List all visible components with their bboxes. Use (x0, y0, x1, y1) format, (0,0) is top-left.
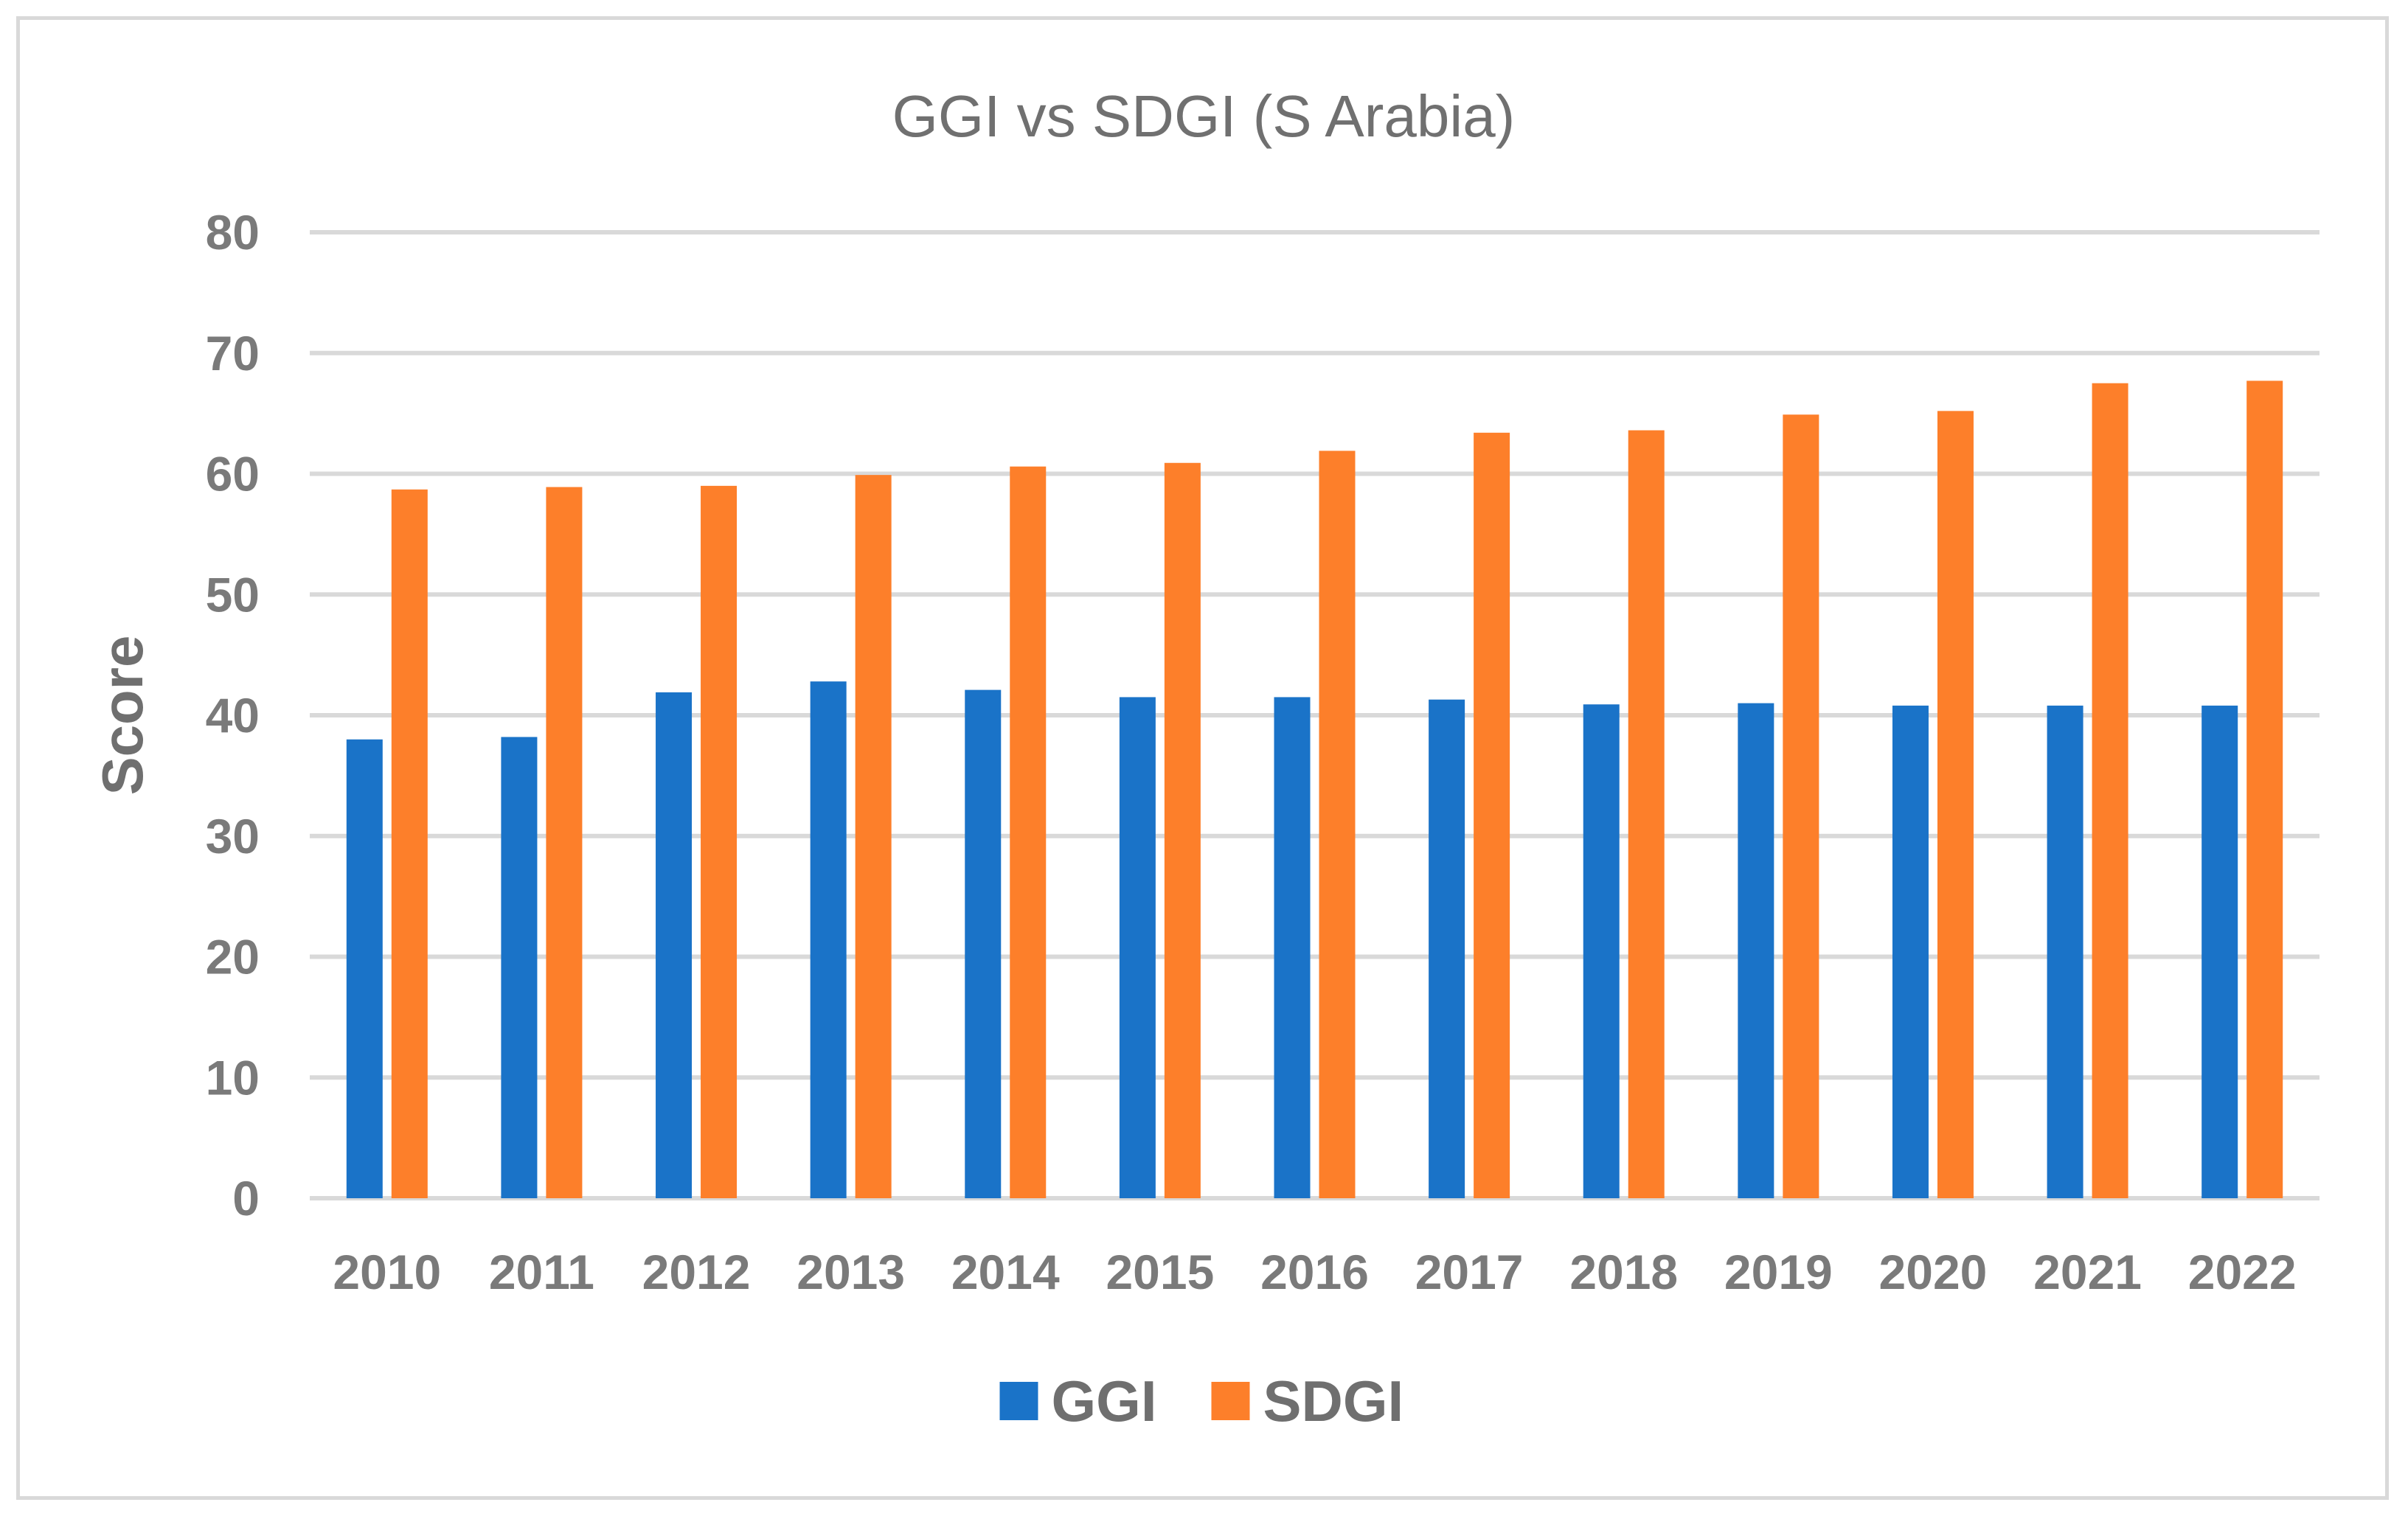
x-tick-label: 2013 (797, 1245, 905, 1299)
y-tick-label: 50 (206, 567, 260, 622)
x-tick-label: 2019 (1724, 1245, 1833, 1299)
bar-ggi-2012 (656, 692, 693, 1198)
bars (346, 380, 2283, 1199)
bar-sdgi-2019 (1783, 414, 1819, 1199)
legend-label-sdgi: SDGI (1263, 1369, 1404, 1433)
x-tick-label: 2017 (1415, 1245, 1524, 1299)
bar-ggi-2018 (1583, 704, 1620, 1198)
y-tick-label: 60 (206, 447, 260, 501)
bar-ggi-2011 (501, 737, 538, 1198)
bar-ggi-2020 (1892, 705, 1929, 1198)
y-axis-title: Score (90, 636, 155, 796)
y-tick-label: 40 (206, 688, 260, 743)
x-tick-label: 2018 (1569, 1245, 1678, 1299)
bar-ggi-2010 (346, 739, 383, 1198)
gridlines (310, 230, 2319, 1200)
bar-ggi-2017 (1429, 699, 1465, 1198)
y-tick-label: 30 (206, 809, 260, 863)
y-tick-label: 20 (206, 930, 260, 984)
x-tick-label: 2012 (642, 1245, 751, 1299)
bar-ggi-2016 (1274, 697, 1311, 1198)
x-tick-label: 2014 (951, 1245, 1060, 1299)
bar-sdgi-2013 (855, 475, 892, 1198)
bar-sdgi-2015 (1164, 462, 1201, 1198)
bar-sdgi-2021 (2092, 383, 2128, 1198)
bar-ggi-2014 (965, 689, 1002, 1198)
bar-sdgi-2011 (546, 487, 583, 1198)
y-tick-label: 10 (206, 1050, 260, 1105)
bar-ggi-2022 (2201, 705, 2238, 1198)
bar-ggi-2015 (1119, 697, 1156, 1198)
x-tick-label: 2020 (1879, 1245, 1988, 1299)
bar-ggi-2013 (810, 681, 847, 1198)
bar-sdgi-2012 (701, 485, 738, 1198)
legend-swatch-sdgi (1211, 1382, 1250, 1420)
bar-sdgi-2014 (1010, 466, 1047, 1198)
x-axis-ticks: 2010 2011 2012 2013 2014 2015 2016 2017 2018 2019… (333, 1245, 2296, 1299)
legend-label-ggi: GGI (1052, 1369, 1157, 1433)
bar-sdgi-2018 (1628, 430, 1665, 1198)
y-tick-label: 80 (206, 205, 260, 260)
bar-sdgi-2010 (391, 489, 428, 1198)
bar-sdgi-2017 (1474, 432, 1510, 1199)
y-tick-label: 70 (206, 326, 260, 380)
bar-ggi-2021 (2047, 705, 2083, 1198)
chart-title: GGI vs SDGI (S Arabia) (892, 83, 1516, 149)
y-tick-label: 0 (232, 1171, 260, 1226)
bar-sdgi-2022 (2246, 380, 2283, 1198)
x-tick-label: 2010 (333, 1245, 441, 1299)
legend: GGI SDGI (999, 1369, 1404, 1433)
legend-swatch-ggi (999, 1382, 1038, 1420)
x-tick-label: 2015 (1106, 1245, 1214, 1299)
x-tick-label: 2011 (489, 1245, 594, 1299)
bar-sdgi-2016 (1319, 451, 1356, 1198)
y-axis-ticks: 0 10 20 30 40 50 60 70 80 (206, 205, 260, 1226)
x-tick-label: 2021 (2033, 1245, 2142, 1299)
bar-ggi-2019 (1738, 703, 1774, 1198)
bar-sdgi-2020 (1937, 411, 1974, 1198)
x-tick-label: 2016 (1260, 1245, 1369, 1299)
x-tick-label: 2022 (2188, 1245, 2297, 1299)
